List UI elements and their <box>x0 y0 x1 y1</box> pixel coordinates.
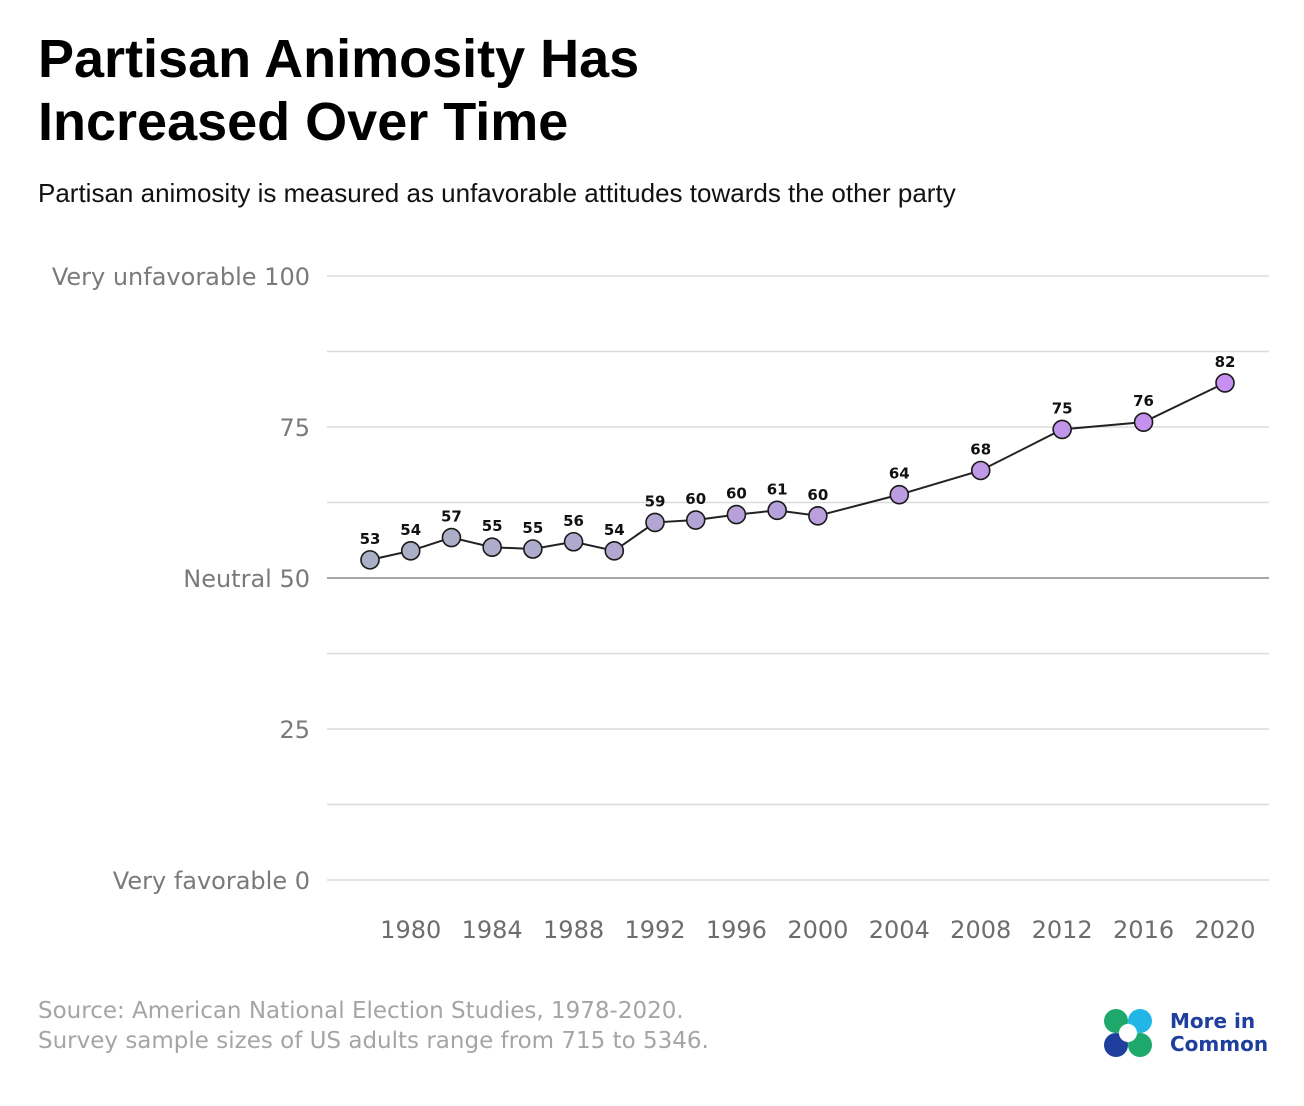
gridlines <box>327 275 1269 881</box>
data-point <box>685 510 706 530</box>
x-tick-label: 1988 <box>543 916 604 944</box>
data-point <box>400 541 421 561</box>
data-point <box>604 541 625 561</box>
y-axis-ticks: Very unfavorable 100 75 Neutral 50 25 Very f… <box>52 263 310 895</box>
data-label: 64 <box>889 465 910 483</box>
data-label: 54 <box>400 521 421 539</box>
data-label: 82 <box>1215 353 1236 371</box>
logo-wordmark: More in Common <box>1170 1010 1268 1056</box>
x-tick-label: 1980 <box>380 916 441 944</box>
source-note: Source: American National Election Studi… <box>38 996 709 1056</box>
data-label: 53 <box>360 530 381 548</box>
data-point <box>726 504 747 525</box>
x-axis-ticks: 1980 1984 1988 1992 1996 2000 2004 2008 2012 2016… <box>380 916 1255 944</box>
data-point <box>441 527 462 548</box>
y-tick-label: 75 <box>279 414 310 442</box>
x-tick-label: 2000 <box>787 916 848 944</box>
chart-subtitle: Partisan animosity is measured as unfavo… <box>38 178 956 208</box>
data-label: 55 <box>482 517 503 535</box>
data-label: 61 <box>767 480 788 498</box>
data-point <box>563 531 584 552</box>
data-point <box>523 539 543 559</box>
logo-text-line-1: More in <box>1170 1009 1256 1033</box>
x-tick-label: 1992 <box>624 916 685 944</box>
data-point <box>482 537 502 557</box>
y-tick-label: Very favorable 0 <box>113 867 310 895</box>
data-point <box>970 460 991 481</box>
data-point <box>1052 419 1072 440</box>
x-tick-label: 2016 <box>1113 916 1174 944</box>
data-label: 76 <box>1133 392 1154 410</box>
data-label: 68 <box>970 440 991 458</box>
data-point <box>767 500 787 521</box>
data-label: 55 <box>522 519 543 537</box>
four-petal-logo-icon <box>1104 1009 1152 1057</box>
y-tick-label: 25 <box>279 716 310 744</box>
y-tick-label: Very unfavorable 100 <box>52 263 310 291</box>
source-line-2: Survey sample sizes of US adults range f… <box>38 1028 709 1054</box>
data-label: 60 <box>726 485 747 503</box>
data-label: 59 <box>645 492 666 510</box>
y-tick-label: Neutral 50 <box>183 565 310 593</box>
chart-title: Partisan Animosity Has Increased Over Ti… <box>38 29 640 152</box>
data-points <box>360 373 1235 570</box>
data-label: 54 <box>604 521 625 539</box>
data-label: 56 <box>563 512 584 530</box>
data-point <box>360 550 380 570</box>
x-tick-label: 1996 <box>706 916 767 944</box>
logo-text-line-2: Common <box>1170 1032 1269 1056</box>
data-point <box>1133 412 1154 432</box>
x-tick-label: 2020 <box>1194 916 1255 944</box>
x-tick-label: 2004 <box>869 916 930 944</box>
data-point <box>889 484 910 505</box>
more-in-common-logo: More in Common <box>1100 1006 1280 1060</box>
line-chart: Very unfavorable 100 75 Neutral 50 25 Very f… <box>52 263 1269 944</box>
source-line-1: Source: American National Election Studi… <box>38 998 684 1024</box>
data-label: 57 <box>441 508 462 526</box>
data-label: 75 <box>1052 399 1073 417</box>
x-tick-label: 2012 <box>1032 916 1093 944</box>
data-label: 60 <box>807 486 828 504</box>
data-point <box>808 505 828 526</box>
data-point <box>645 512 665 533</box>
x-tick-label: 1984 <box>462 916 523 944</box>
data-point <box>1215 373 1235 393</box>
x-tick-label: 2008 <box>950 916 1011 944</box>
data-label: 60 <box>685 490 706 508</box>
data-labels: 53 54 57 55 55 56 54 59 60 60 61 60 64 68 75 76 82 <box>360 353 1236 548</box>
